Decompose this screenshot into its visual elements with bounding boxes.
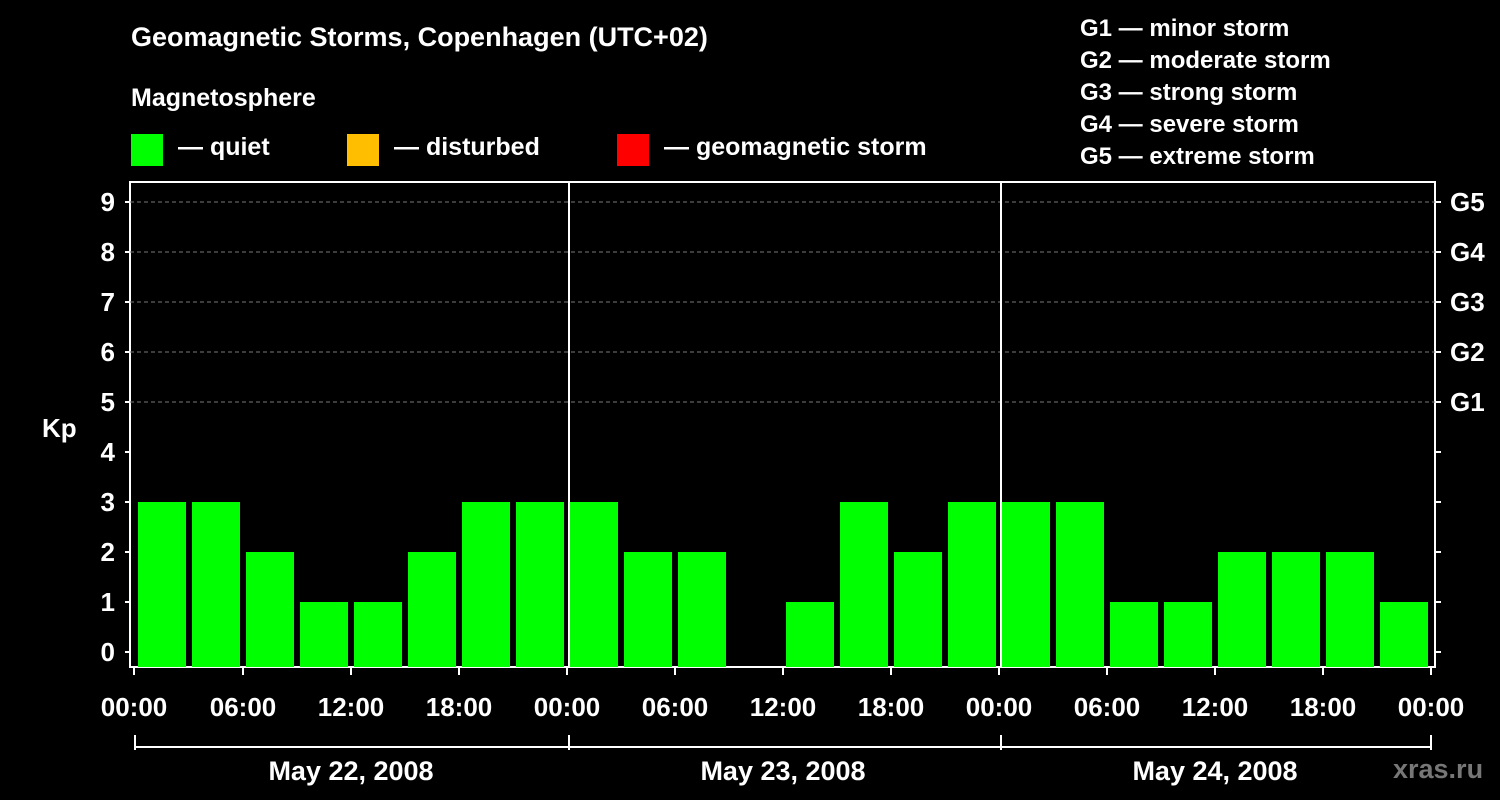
- legend-swatch-disturbed: [347, 134, 379, 166]
- x-tick-label: 06:00: [210, 692, 277, 722]
- kp-bar: [516, 502, 564, 667]
- x-tick-label: 12:00: [750, 692, 817, 722]
- y-tick-label: 4: [101, 437, 116, 467]
- x-tick-label: 12:00: [318, 692, 385, 722]
- kp-bar: [1380, 602, 1428, 667]
- kp-bar: [894, 552, 942, 667]
- g-scale-item-g1: G1 — minor storm: [1080, 15, 1290, 42]
- chart-title: Geomagnetic Storms, Copenhagen (UTC+02): [131, 22, 708, 52]
- legend-swatch-quiet: [131, 134, 163, 166]
- y-tick-label: 5: [101, 387, 115, 417]
- kp-bar: [840, 502, 888, 667]
- g-scale-item-g4: G4 — severe storm: [1080, 111, 1299, 138]
- kp-bar: [1326, 552, 1374, 667]
- y-axis-label: Kp: [42, 413, 77, 443]
- x-tick-label: 18:00: [426, 692, 493, 722]
- x-tick-label: 00:00: [966, 692, 1033, 722]
- y-tick-label: 2: [101, 537, 115, 567]
- x-tick-label: 18:00: [858, 692, 925, 722]
- kp-bar: [624, 552, 672, 667]
- x-tick-label: 00:00: [1398, 692, 1465, 722]
- kp-bar: [1002, 502, 1050, 667]
- x-tick-label: 00:00: [101, 692, 168, 722]
- y-tick-label: 9: [101, 187, 115, 217]
- g-scale-label: G4: [1450, 237, 1485, 267]
- date-label: May 24, 2008: [1132, 756, 1297, 786]
- g-scale-item-g3: G3 — strong storm: [1080, 79, 1298, 106]
- kp-bar: [786, 602, 834, 667]
- kp-bar: [408, 552, 456, 667]
- legend-label-quiet: — quiet: [178, 133, 270, 161]
- kp-bar: [678, 552, 726, 667]
- y-tick-label: 6: [101, 337, 115, 367]
- legend-swatch-storm: [617, 134, 649, 166]
- x-tick-label: 00:00: [534, 692, 601, 722]
- x-tick-label: 12:00: [1182, 692, 1249, 722]
- y-tick-label: 0: [101, 637, 115, 667]
- x-tick-label: 06:00: [642, 692, 709, 722]
- kp-bar: [948, 502, 996, 667]
- g-scale-label: G3: [1450, 287, 1485, 317]
- x-tick-label: 18:00: [1290, 692, 1357, 722]
- kp-bar: [354, 602, 402, 667]
- y-tick-label: 1: [101, 587, 115, 617]
- g-scale-label: G1: [1450, 387, 1485, 417]
- y-tick-label: 7: [101, 287, 115, 317]
- kp-bar: [300, 602, 348, 667]
- legend-label-storm: — geomagnetic storm: [664, 133, 927, 161]
- legend-label-disturbed: — disturbed: [394, 133, 540, 161]
- g-scale-label: G2: [1450, 337, 1485, 367]
- g-scale-item-g5: G5 — extreme storm: [1080, 143, 1315, 170]
- x-tick-label: 06:00: [1074, 692, 1141, 722]
- kp-bar: [1164, 602, 1212, 667]
- kp-bar: [462, 502, 510, 667]
- kp-bar: [1110, 602, 1158, 667]
- y-tick-label: 8: [101, 237, 115, 267]
- watermark: xras.ru: [1393, 754, 1484, 784]
- date-label: May 23, 2008: [700, 756, 865, 786]
- kp-bar: [192, 502, 240, 667]
- kp-bar: [1056, 502, 1104, 667]
- date-label: May 22, 2008: [268, 756, 433, 786]
- g-scale-label: G5: [1450, 187, 1485, 217]
- kp-bar: [1218, 552, 1266, 667]
- kp-bar: [1272, 552, 1320, 667]
- g-scale-item-g2: G2 — moderate storm: [1080, 47, 1331, 74]
- kp-bar: [246, 552, 294, 667]
- legend-title: Magnetosphere: [131, 84, 316, 112]
- kp-bar: [138, 502, 186, 667]
- kp-bar: [570, 502, 618, 667]
- y-tick-label: 3: [101, 487, 115, 517]
